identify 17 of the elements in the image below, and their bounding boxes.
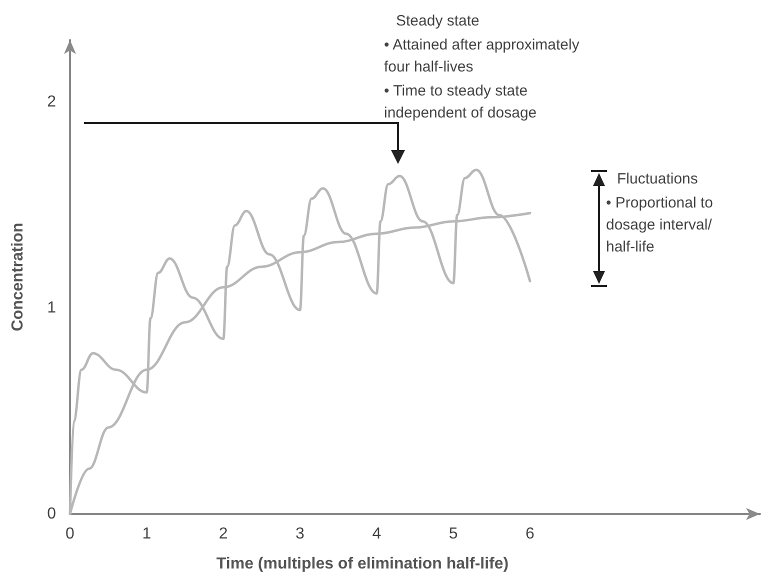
- x-tick-label: 2: [218, 526, 228, 542]
- x-tick-label: 4: [372, 526, 382, 542]
- x-tick-label: 3: [296, 526, 305, 542]
- y-tick-label: 0: [47, 506, 56, 522]
- annotation: • Proportional to dosage interval/ half-life: [606, 194, 718, 256]
- annotation: Fluctuations: [617, 170, 698, 188]
- x-tick-label: 0: [66, 526, 75, 542]
- annotation: • Time to steady state independent of dosage: [384, 82, 537, 122]
- annotation: • Attained after approximately four half-lives: [384, 36, 584, 76]
- text: Steady state: [396, 12, 480, 30]
- y-tick-label: 2: [47, 93, 56, 110]
- x-tick-label: 1: [142, 526, 152, 542]
- y-tick-label: 1: [47, 299, 56, 316]
- x-tick-label: 5: [448, 526, 458, 542]
- y-axis-title: Concentration: [10, 222, 26, 332]
- x-tick-label: 6: [526, 526, 535, 542]
- x-axis-title: Time (multiples of elimination half-life): [216, 556, 509, 572]
